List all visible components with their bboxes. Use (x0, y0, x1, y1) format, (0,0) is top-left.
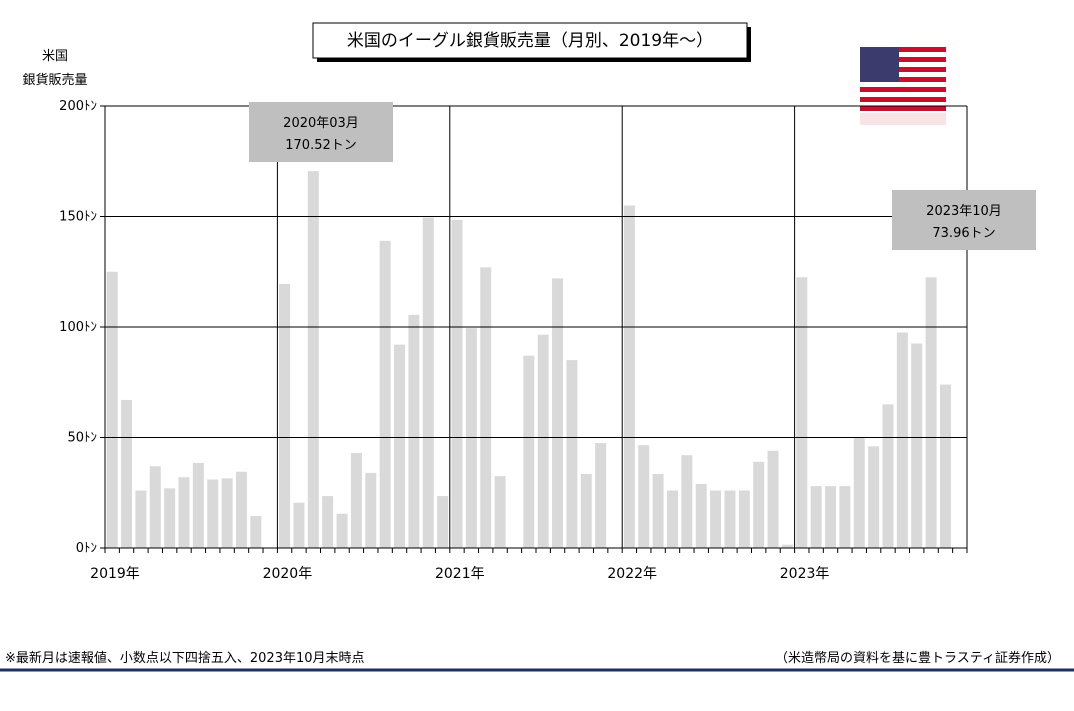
bar (164, 488, 176, 548)
annotation-text: 2020年03月 (283, 116, 359, 131)
us-flag (860, 47, 946, 125)
bar (336, 513, 348, 548)
bar (681, 455, 693, 548)
x-tick-label: 2020年 (263, 566, 313, 582)
bar (221, 478, 233, 548)
bar (293, 502, 305, 548)
annotation-text: 73.96トン (932, 226, 995, 241)
bar (753, 461, 765, 548)
annotation-text: 2023年10月 (926, 204, 1002, 219)
bar (307, 171, 319, 548)
bar (580, 473, 592, 548)
bar (121, 399, 133, 548)
bar (595, 443, 607, 548)
bar (465, 328, 477, 548)
bar (422, 217, 434, 549)
bar (523, 355, 535, 548)
bar (652, 473, 664, 548)
bar (882, 404, 894, 548)
bar (350, 452, 362, 548)
bar (710, 490, 722, 548)
bar (911, 343, 923, 548)
bar (839, 486, 851, 548)
bar (566, 360, 578, 548)
title-box (312, 22, 748, 59)
bar (379, 240, 391, 548)
bar (178, 477, 190, 548)
bar (135, 490, 147, 548)
annotation-box (249, 102, 393, 162)
bar (235, 471, 247, 548)
footnote: ※最新月は速報値、小数点以下四捨五入、2023年10月末時点 (5, 650, 365, 666)
annotation-box (892, 190, 1036, 250)
bar (925, 277, 937, 548)
bar (537, 334, 549, 548)
bar (796, 277, 808, 548)
bar (695, 483, 707, 548)
bar (552, 278, 564, 548)
y-axis-title: 米国 (42, 49, 68, 64)
bar (322, 496, 334, 548)
y-tick-label: 50ﾄﾝ (67, 431, 97, 446)
source: （米造幣局の資料を基に豊トラスティ証券作成） (775, 650, 1060, 666)
x-tick-label: 2023年 (780, 566, 830, 582)
bar (408, 314, 420, 548)
x-tick-label: 2019年 (90, 566, 140, 582)
bar (451, 219, 463, 548)
x-tick-label: 2021年 (435, 566, 485, 582)
y-tick-label: 150ﾄﾝ (59, 210, 97, 225)
bar (666, 490, 678, 548)
bar (279, 283, 291, 548)
bar (724, 490, 736, 548)
y-axis-title: 銀貨販売量 (22, 72, 87, 88)
bar (365, 472, 377, 548)
bar (437, 496, 449, 548)
x-tick-label: 2022年 (607, 566, 657, 582)
bar (939, 384, 951, 548)
bar (394, 344, 406, 548)
bar (825, 486, 837, 548)
bar (868, 446, 880, 548)
bar (623, 205, 635, 548)
bar (207, 479, 219, 548)
bar (853, 437, 865, 548)
bar (494, 476, 506, 548)
bar (149, 466, 161, 548)
bar (810, 486, 822, 548)
bar (192, 462, 204, 548)
bar (480, 267, 492, 548)
bar (106, 271, 118, 548)
y-tick-label: 100ﾄﾝ (59, 320, 97, 335)
bar (738, 490, 750, 548)
y-tick-label: 200ﾄﾝ (59, 99, 97, 114)
bar (638, 445, 650, 548)
bar (250, 515, 262, 548)
bar (896, 332, 908, 548)
annotation-text: 170.52トン (285, 138, 357, 153)
y-tick-label: 0ﾄﾝ (76, 541, 97, 556)
bar (767, 450, 779, 548)
bar (781, 544, 793, 548)
chart-title: 米国のイーグル銀貨販売量（月別、2019年～） (347, 31, 713, 51)
